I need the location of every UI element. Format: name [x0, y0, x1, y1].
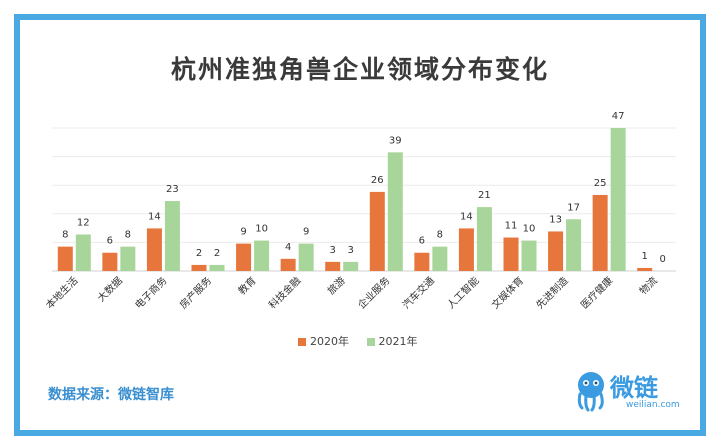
- category-label: 电子商务: [132, 274, 169, 311]
- bar-2020: [369, 191, 385, 271]
- data-label: 8: [125, 230, 131, 241]
- data-label: 17: [567, 202, 580, 213]
- bar-2020: [592, 194, 608, 271]
- category-label: 人工智能: [444, 274, 481, 311]
- legend-label-2021: 2021年: [378, 335, 418, 348]
- category-label: 教育: [235, 274, 258, 297]
- category-label: 企业服务: [355, 274, 392, 311]
- bar-2020: [325, 261, 341, 271]
- bar-2021: [610, 128, 626, 271]
- data-label: 26: [371, 175, 384, 186]
- data-label: 4: [285, 242, 291, 253]
- data-label: 11: [505, 221, 518, 232]
- legend-swatch-2021: [366, 338, 375, 346]
- data-label: 8: [437, 230, 443, 241]
- octopus-mascot-icon: [577, 372, 604, 412]
- data-label: 13: [549, 214, 562, 225]
- bar-2021: [254, 240, 270, 271]
- bar-2020: [503, 237, 519, 271]
- data-label: 3: [330, 245, 336, 256]
- bar-2020: [548, 231, 564, 271]
- data-label: 23: [166, 184, 179, 195]
- bar-2020: [191, 264, 207, 271]
- bar-2021: [343, 261, 359, 271]
- data-label: 6: [419, 236, 425, 247]
- chart-frame: [14, 14, 706, 436]
- data-label: 10: [255, 224, 268, 235]
- bar-2021: [298, 243, 314, 271]
- data-label: 1: [642, 251, 648, 262]
- bar-2021: [521, 240, 537, 271]
- data-label: 10: [523, 224, 536, 235]
- category-label: 物流: [637, 274, 660, 297]
- data-label: 47: [612, 111, 625, 122]
- legend-swatch-2020: [298, 338, 306, 346]
- bar-2021: [387, 152, 403, 271]
- bar-2020: [102, 252, 118, 271]
- category-label: 汽车交通: [400, 274, 437, 311]
- data-label: 2: [196, 248, 202, 259]
- data-label: 2: [214, 248, 220, 259]
- bar-2021: [476, 207, 492, 271]
- data-label: 8: [62, 230, 68, 241]
- data-label: 14: [460, 211, 473, 222]
- data-label: 14: [148, 211, 161, 222]
- weilian-logo: 微链 weilian.com: [574, 368, 684, 414]
- logo-url: weilian.com: [626, 400, 680, 410]
- logo-text: 微链: [610, 374, 658, 402]
- category-label: 本地生活: [43, 274, 80, 311]
- data-label: 9: [240, 227, 246, 238]
- category-label: 房产服务: [177, 274, 214, 311]
- category-label: 医疗健康: [578, 274, 615, 311]
- category-label: 科技金融: [266, 274, 303, 311]
- bar-2020: [236, 243, 252, 271]
- category-label: 旅游: [325, 274, 348, 297]
- legend-item-2021: 2021年: [366, 333, 418, 349]
- bar-2021: [164, 201, 180, 271]
- bar-2020: [280, 258, 296, 271]
- data-label: 9: [303, 227, 309, 238]
- data-label: 6: [107, 236, 113, 247]
- data-label: 12: [77, 217, 90, 228]
- bar-2020: [458, 228, 474, 271]
- data-label: 3: [348, 245, 354, 256]
- bar-2020: [57, 246, 73, 271]
- category-label: 文娱体育: [489, 274, 526, 311]
- data-label: 21: [478, 190, 491, 201]
- data-label: 39: [389, 135, 402, 146]
- category-label: 大数据: [95, 274, 125, 304]
- legend-label-2020: 2020年: [310, 335, 349, 348]
- bar-2020: [414, 252, 430, 271]
- data-label: 0: [660, 254, 666, 265]
- source-note: 数据来源：微链智库: [48, 387, 174, 403]
- category-label: 先进制造: [533, 274, 570, 311]
- bar-2020: [637, 267, 653, 271]
- bar-2021: [120, 246, 136, 271]
- bar-2021: [209, 264, 225, 271]
- bar-2020: [146, 228, 162, 271]
- legend-item-2020: 2020年: [298, 333, 349, 349]
- bar-2021: [566, 219, 582, 271]
- data-label: 25: [594, 178, 607, 189]
- bar-2021: [432, 246, 448, 271]
- chart-title: 杭州准独角兽企业领域分布变化: [170, 55, 549, 84]
- legend: 2020年 2021年: [298, 333, 432, 349]
- bar-2021: [75, 234, 91, 271]
